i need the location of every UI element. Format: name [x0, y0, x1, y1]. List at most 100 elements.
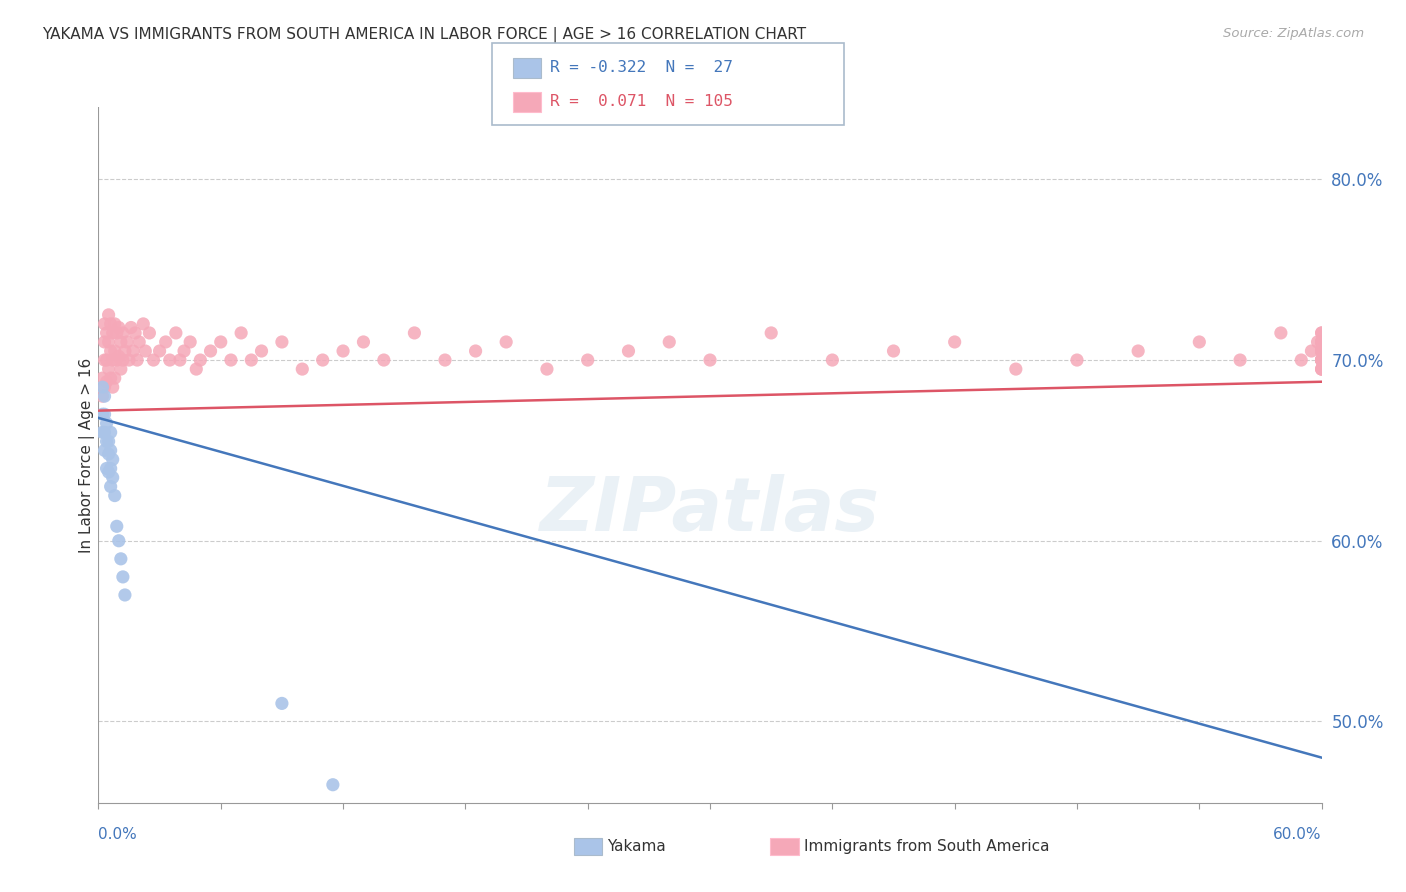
- Text: Immigrants from South America: Immigrants from South America: [804, 839, 1050, 854]
- Point: [1188, 334, 1211, 349]
- Point: [883, 344, 905, 359]
- Point: [240, 353, 263, 368]
- Point: [93, 353, 115, 368]
- Point: [97, 465, 120, 479]
- Point: [118, 353, 141, 368]
- Point: [373, 353, 395, 368]
- Point: [761, 326, 783, 340]
- Point: [93, 425, 115, 440]
- Point: [219, 353, 242, 368]
- Point: [108, 350, 131, 364]
- Point: [97, 447, 120, 461]
- Point: [101, 380, 124, 394]
- Point: [209, 334, 232, 349]
- Point: [120, 320, 142, 334]
- Point: [108, 320, 131, 334]
- Point: [101, 452, 124, 467]
- Point: [91, 380, 114, 394]
- Point: [1310, 353, 1333, 368]
- Point: [110, 334, 132, 349]
- Point: [352, 334, 374, 349]
- Point: [1310, 353, 1333, 368]
- Point: [270, 697, 294, 711]
- Point: [101, 353, 124, 368]
- Point: [1310, 344, 1333, 359]
- Point: [169, 353, 191, 368]
- Point: [1310, 344, 1333, 359]
- Point: [1310, 353, 1333, 368]
- Point: [1310, 362, 1333, 376]
- Point: [270, 334, 294, 349]
- Point: [100, 317, 122, 331]
- Point: [699, 353, 721, 368]
- Text: R = -0.322  N =  27: R = -0.322 N = 27: [550, 61, 733, 75]
- Point: [91, 389, 114, 403]
- Point: [1306, 334, 1329, 349]
- Text: Yakama: Yakama: [607, 839, 666, 854]
- Point: [1310, 334, 1333, 349]
- Point: [1301, 344, 1323, 359]
- Point: [91, 371, 114, 385]
- Point: [97, 334, 120, 349]
- Point: [1128, 344, 1150, 359]
- Point: [188, 353, 212, 368]
- Point: [96, 326, 118, 340]
- Text: R =  0.071  N = 105: R = 0.071 N = 105: [550, 95, 733, 109]
- Point: [96, 417, 118, 431]
- Point: [100, 461, 122, 475]
- Point: [93, 443, 115, 458]
- Point: [124, 326, 146, 340]
- Point: [464, 344, 486, 359]
- Point: [132, 317, 155, 331]
- Point: [1310, 344, 1333, 359]
- Point: [108, 533, 131, 548]
- Point: [96, 375, 118, 389]
- Point: [105, 519, 128, 533]
- Point: [97, 362, 120, 376]
- Point: [1310, 344, 1333, 359]
- Point: [617, 344, 640, 359]
- Point: [96, 434, 118, 449]
- Point: [122, 344, 145, 359]
- Text: YAKAMA VS IMMIGRANTS FROM SOUTH AMERICA IN LABOR FORCE | AGE > 16 CORRELATION CH: YAKAMA VS IMMIGRANTS FROM SOUTH AMERICA …: [42, 27, 806, 43]
- Point: [1270, 326, 1292, 340]
- Point: [165, 326, 187, 340]
- Point: [115, 334, 138, 349]
- Point: [536, 362, 558, 376]
- Point: [943, 334, 966, 349]
- Text: 0.0%: 0.0%: [98, 827, 138, 841]
- Point: [1004, 362, 1026, 376]
- Point: [1310, 326, 1333, 340]
- Point: [111, 353, 134, 368]
- Point: [114, 344, 136, 359]
- Point: [100, 479, 122, 493]
- Point: [96, 353, 118, 368]
- Point: [179, 334, 201, 349]
- Point: [111, 570, 134, 584]
- Point: [104, 317, 127, 331]
- Point: [97, 434, 120, 449]
- Point: [105, 353, 128, 368]
- Point: [100, 344, 122, 359]
- Point: [155, 334, 177, 349]
- Point: [134, 344, 156, 359]
- Point: [149, 344, 172, 359]
- Point: [138, 326, 160, 340]
- Point: [495, 334, 517, 349]
- Point: [821, 353, 844, 368]
- Point: [1066, 353, 1088, 368]
- Point: [1310, 353, 1333, 368]
- Point: [186, 362, 208, 376]
- Point: [1229, 353, 1251, 368]
- Point: [100, 443, 122, 458]
- Point: [93, 380, 115, 394]
- Point: [110, 362, 132, 376]
- Point: [404, 326, 426, 340]
- Point: [1310, 362, 1333, 376]
- Text: ZIPatlas: ZIPatlas: [540, 474, 880, 547]
- Point: [1291, 353, 1313, 368]
- Text: 60.0%: 60.0%: [1274, 827, 1322, 841]
- Y-axis label: In Labor Force | Age > 16: In Labor Force | Age > 16: [79, 358, 96, 552]
- Point: [100, 371, 122, 385]
- Point: [104, 489, 127, 503]
